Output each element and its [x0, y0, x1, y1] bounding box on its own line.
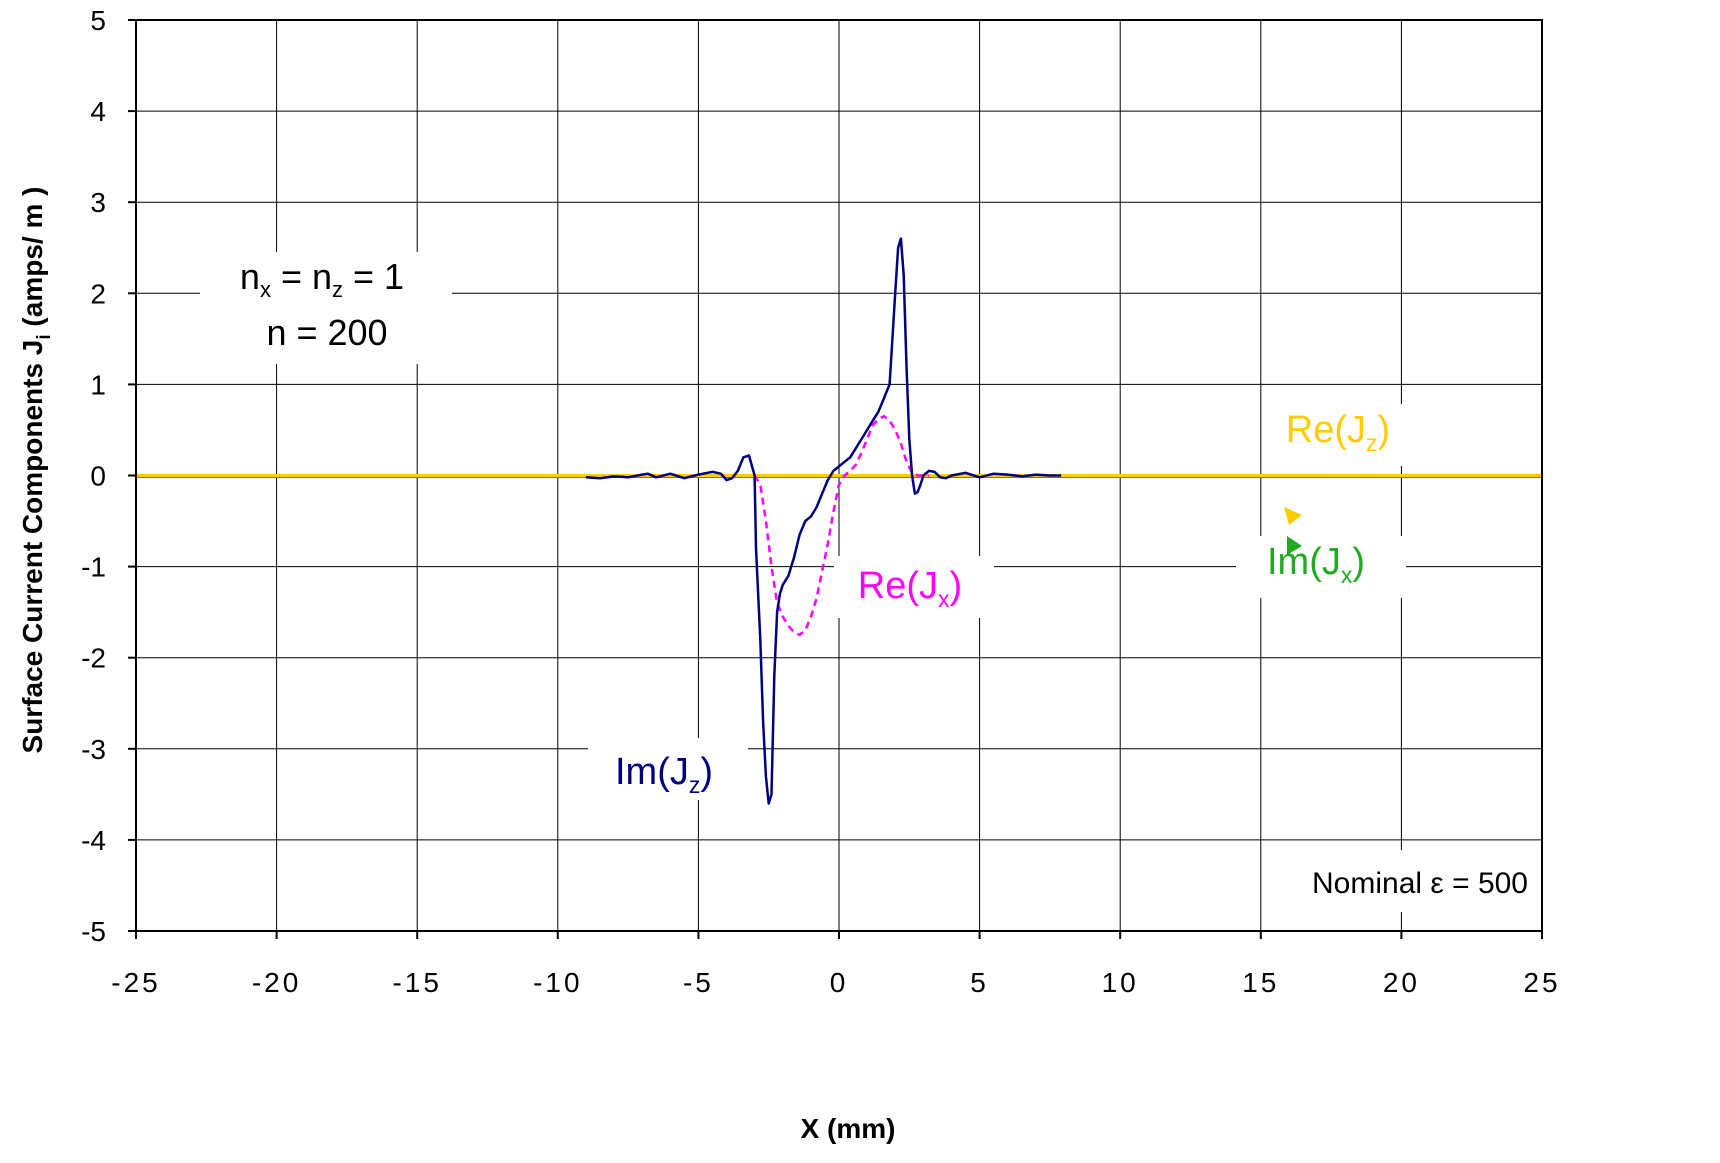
y-tick-label: 4	[90, 96, 106, 127]
im-jz-label: Im(Jz)	[615, 751, 713, 798]
n-annotation-box	[200, 252, 452, 364]
annotations: nx = nz = 1 n = 200 Im(Jz) Re(Jx) Re(Jz) Im(J…	[200, 252, 1536, 912]
re-jz-label-box	[1262, 404, 1422, 466]
x-tick-label: -5	[683, 967, 714, 998]
im-jz-label-box	[588, 738, 748, 800]
x-axis-label: X (mm)	[801, 1113, 896, 1144]
re-jz-arrow-icon	[1284, 507, 1302, 525]
series-line-re-jx	[753, 415, 929, 637]
series-layer	[136, 237, 1542, 805]
x-tick-label: 20	[1383, 967, 1420, 998]
im-jx-label: Im(Jx)	[1267, 541, 1365, 588]
x-tick-label: 5	[970, 967, 989, 998]
y-axis-label-sub: i	[34, 334, 55, 339]
y-tick-label: -1	[81, 552, 106, 583]
y-tick-label: 3	[90, 187, 106, 218]
y-axis-label: Surface Current Components Ji (amps/ m )	[17, 187, 55, 754]
y-tick-label: -4	[81, 825, 106, 856]
x-tick-label: 25	[1523, 967, 1560, 998]
n-annotation-line1: nx = nz = 1	[240, 256, 404, 302]
x-tick-label: 15	[1242, 967, 1279, 998]
x-tick-label: 0	[830, 967, 849, 998]
x-tick-label: -15	[392, 967, 441, 998]
y-tick-label: 1	[90, 369, 106, 400]
y-tick-label: -5	[81, 916, 106, 947]
y-tick-label: -3	[81, 734, 106, 765]
re-jx-label: Re(Jx)	[858, 565, 962, 612]
y-tick-label: -2	[81, 643, 106, 674]
nominal-eps-box	[1304, 850, 1536, 912]
n-annotation-line2: n = 200	[266, 312, 387, 353]
y-axis-label-tail: (amps/ m )	[17, 187, 48, 335]
y-tick-label: 0	[90, 461, 106, 492]
x-tick-label: -10	[533, 967, 582, 998]
re-jz-label: Re(Jz)	[1286, 409, 1390, 456]
im-jx-label-box	[1236, 536, 1406, 598]
x-tick-label: 10	[1102, 967, 1139, 998]
re-jx-label-box	[834, 556, 994, 618]
axes	[128, 19, 1543, 939]
im-jx-arrow-icon	[1287, 536, 1302, 555]
y-axis-label-main: Surface Current Components J	[17, 340, 48, 754]
series-line-im-jz	[585, 237, 1062, 805]
x-tick-label: -25	[111, 967, 160, 998]
y-tick-label: 5	[90, 5, 106, 36]
nominal-eps-label: Nominal ε = 500	[1312, 867, 1528, 900]
axis-labels: X (mm) Surface Current Components Ji (am…	[17, 187, 895, 1144]
y-tick-label: 2	[90, 278, 106, 309]
x-tick-label: -20	[252, 967, 301, 998]
